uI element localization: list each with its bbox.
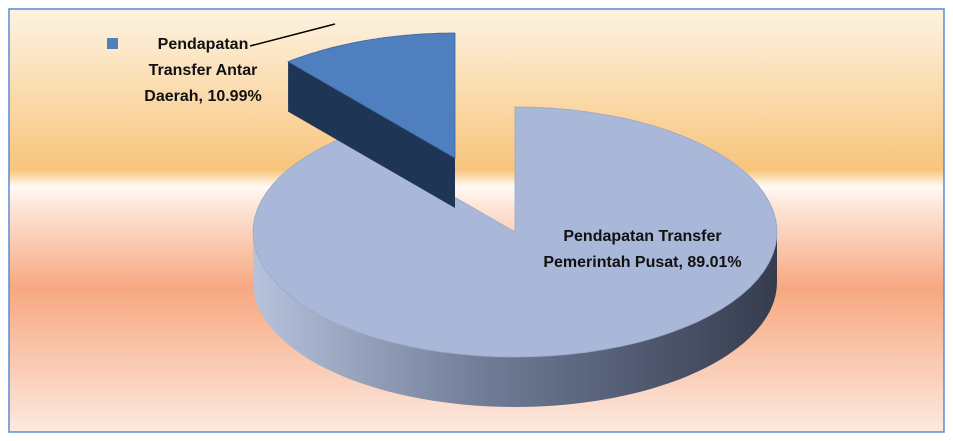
pie-side xyxy=(253,232,777,407)
data-label: Pendapatan Transfer Pemerintah Pusat, 89… xyxy=(543,228,742,271)
data-label: Pendapatan Transfer Antar Daerah, 10.99% xyxy=(144,36,262,105)
pie-slice xyxy=(287,32,456,159)
pie-face xyxy=(288,61,455,208)
pie-slice xyxy=(252,106,778,358)
leader-line xyxy=(249,23,336,47)
legend-key xyxy=(107,38,118,49)
